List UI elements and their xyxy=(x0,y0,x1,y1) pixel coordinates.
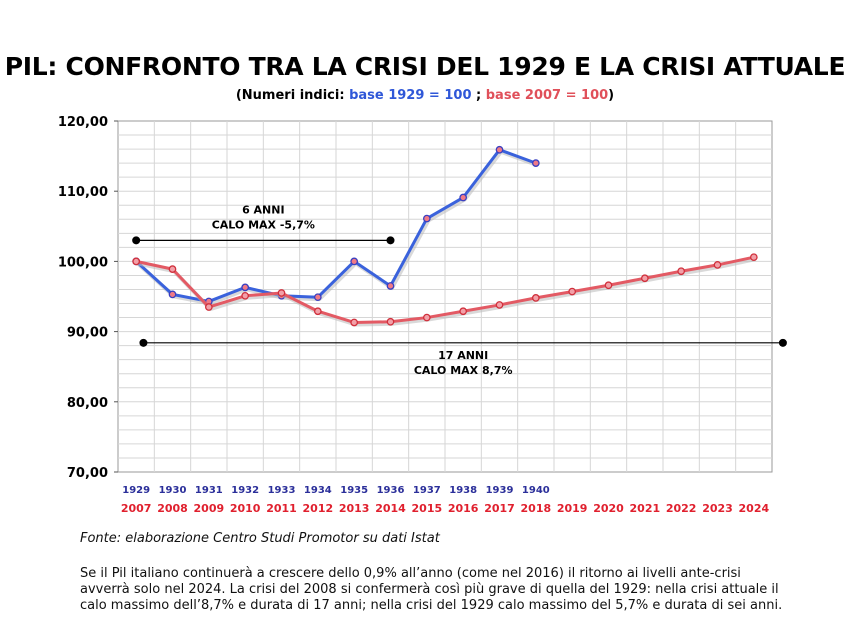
x-label-2007: 2011 xyxy=(266,502,297,515)
data-point xyxy=(422,313,431,322)
data-point xyxy=(495,301,504,309)
x-label-1929: 1938 xyxy=(449,485,477,496)
x-label-2007: 2018 xyxy=(521,502,552,515)
note-line-2: avverrà solo nel 2024. La crisi del 2008… xyxy=(80,582,779,597)
data-point xyxy=(132,257,141,266)
data-point xyxy=(604,281,613,290)
x-label-1929: 1929 xyxy=(122,485,150,496)
x-label-1929: 1932 xyxy=(231,485,259,496)
y-tick-label: 90,00 xyxy=(67,326,108,341)
x-label-2007: 2014 xyxy=(375,502,406,515)
y-tick-label: 70,00 xyxy=(67,466,108,481)
annotations: 6 ANNI CALO MAX -5,7% 17 ANNI CALO MAX 8,7% xyxy=(132,203,787,377)
x-label-2007: 2023 xyxy=(702,502,733,515)
y-tick-label: 80,00 xyxy=(67,396,108,411)
x-label-2007: 2007 xyxy=(121,502,152,515)
data-point xyxy=(713,261,722,269)
data-point xyxy=(386,282,395,290)
x-label-1929: 1934 xyxy=(304,485,332,496)
data-point xyxy=(749,253,758,262)
x-label-2007: 2008 xyxy=(157,502,188,515)
x-label-1929: 1940 xyxy=(522,485,550,496)
note-line-1: Se il Pil italiano continuerà a crescere… xyxy=(80,566,741,581)
x-label-1929: 1933 xyxy=(268,485,296,496)
x-label-2007: 2015 xyxy=(412,502,443,515)
annotation-text: CALO MAX -5,7% xyxy=(212,218,315,231)
y-tick-label: 100,00 xyxy=(58,255,108,270)
x-label-2007: 2022 xyxy=(666,502,697,515)
data-point xyxy=(459,307,468,316)
series-2007 xyxy=(132,253,758,327)
data-point xyxy=(531,294,540,302)
data-point xyxy=(677,267,686,276)
range-start-dot xyxy=(132,236,141,245)
data-point xyxy=(495,145,504,154)
data-point xyxy=(204,303,213,311)
data-point xyxy=(640,274,649,283)
x-label-2007: 2016 xyxy=(448,502,479,515)
subtitle-separator: ; xyxy=(471,88,486,103)
x-label-2007: 2024 xyxy=(739,502,770,515)
data-point xyxy=(313,307,322,316)
grid xyxy=(117,120,773,473)
x-label-1929: 1931 xyxy=(195,485,223,496)
x-label-2007: 2019 xyxy=(557,502,588,515)
x-label-1929: 1936 xyxy=(377,485,405,496)
x-label-2007: 2009 xyxy=(194,502,225,515)
data-point xyxy=(531,159,540,167)
subtitle-base-2007: base 2007 = 100 xyxy=(485,88,609,103)
data-point xyxy=(350,318,359,327)
x-label-2007: 2020 xyxy=(593,502,624,515)
chart-subtitle: (Numeri indici: base 1929 = 100 ; base 2… xyxy=(0,88,850,103)
series-line xyxy=(135,255,755,324)
x-label-1929: 1937 xyxy=(413,485,441,496)
data-point xyxy=(313,293,322,302)
x-label-1929: 1939 xyxy=(486,485,514,496)
subtitle-close: ) xyxy=(608,88,615,103)
subtitle-open: (Numeri indici: xyxy=(235,88,350,103)
note-line-3: calo massimo dell’8,7% e durata di 17 an… xyxy=(80,598,783,613)
annotation-text: CALO MAX 8,7% xyxy=(414,364,513,377)
y-tick-label: 110,00 xyxy=(58,185,108,200)
data-point xyxy=(459,193,468,202)
y-axis: 70,00 80,00 90,00 100,00 110,00 120,00 xyxy=(58,115,118,481)
x-label-1929: 1930 xyxy=(159,485,187,496)
data-point xyxy=(168,265,177,273)
x-axis: 1929 1930 1931 1932 1933 1934 1935 1936 1937 1938… xyxy=(121,485,770,515)
x-label-2007: 2013 xyxy=(339,502,370,515)
x-label-2007: 2010 xyxy=(230,502,261,515)
chart-title: PIL: CONFRONTO TRA LA CRISI DEL 1929 E L… xyxy=(4,52,846,81)
data-point xyxy=(422,214,431,223)
x-label-1929: 1935 xyxy=(340,485,368,496)
annotation-text: 6 ANNI xyxy=(242,203,285,216)
data-point xyxy=(277,289,286,297)
series-lines xyxy=(132,145,758,327)
data-point xyxy=(241,283,250,292)
annotation-text: 17 ANNI xyxy=(438,349,488,362)
x-label-2007: 2021 xyxy=(630,502,661,515)
data-point xyxy=(386,317,395,326)
data-point xyxy=(568,287,577,296)
data-point xyxy=(168,290,177,299)
y-tick-label: 120,00 xyxy=(58,115,108,130)
series-shadow xyxy=(137,257,756,327)
data-point xyxy=(350,257,359,266)
range-start-dot xyxy=(139,338,148,347)
range-end-dot xyxy=(778,338,787,347)
x-label-2007: 2012 xyxy=(303,502,334,515)
explanatory-note: Se il Pil italiano continuerà a crescere… xyxy=(80,566,820,614)
range-end-dot xyxy=(386,236,395,245)
subtitle-base-1929: base 1929 = 100 xyxy=(349,88,472,103)
x-label-2007: 2017 xyxy=(484,502,515,515)
data-point xyxy=(241,291,250,300)
source-note: Fonte: elaborazione Centro Studi Promoto… xyxy=(80,531,440,546)
